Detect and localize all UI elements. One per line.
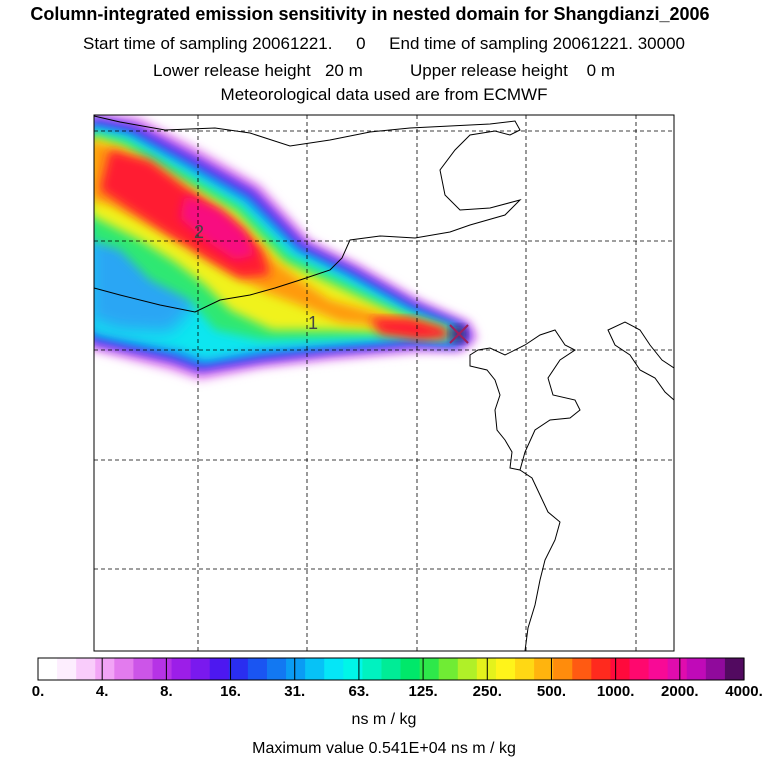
colorbar-tick-label: 31.	[284, 683, 306, 700]
colorbar-frame	[37, 657, 745, 681]
colorbar-swatch	[381, 658, 402, 680]
colorbar-tick-label: 250.	[472, 683, 502, 700]
colorbar-swatch	[724, 658, 745, 680]
colorbar-swatch	[324, 658, 344, 680]
plume-blue-patch	[94, 225, 200, 332]
colorbar-units: ns m / kg	[351, 711, 417, 728]
colorbar-swatch	[190, 658, 211, 680]
colorbar-swatch	[476, 658, 497, 680]
colorbar-swatch	[286, 658, 306, 680]
colorbar-swatch	[457, 658, 478, 680]
colorbar-tick-label: 0.	[31, 683, 45, 700]
coast-line-south	[519, 469, 561, 651]
release-site-x-marker	[449, 324, 469, 344]
colorbar-swatch	[553, 658, 573, 680]
coast-line-far-east	[607, 321, 674, 401]
colorbar-swatch	[38, 658, 58, 680]
colorbar-swatch	[515, 658, 535, 680]
plume-magenta	[180, 195, 255, 260]
release-heights: Lower release height 20 m Upper release …	[152, 61, 616, 80]
plume-age-label-1: 1	[308, 313, 318, 333]
colorbar-swatch	[495, 658, 516, 680]
colorbar-swatch	[305, 658, 325, 680]
colorbar-swatch	[705, 658, 726, 680]
colorbar-swatch	[95, 658, 115, 680]
colorbar-swatch	[266, 658, 287, 680]
colorbar-swatch	[629, 658, 650, 680]
colorbar-tick-label: 1000.	[596, 683, 635, 700]
colorbar	[37, 658, 745, 680]
sampling-times: Start time of sampling 20061221. 0 End t…	[83, 34, 685, 53]
colorbar-tick-label: 500.	[536, 683, 567, 700]
maximum-value: Maximum value 0.541E+04 ns m / kg	[252, 740, 516, 757]
meteo-source: Meteorological data used are from ECMWF	[220, 85, 548, 104]
colorbar-swatch	[686, 658, 707, 680]
colorbar-swatch	[247, 658, 268, 680]
colorbar-swatch	[419, 658, 440, 680]
plume-age-label-2: 2	[194, 222, 204, 242]
border-line-north	[94, 115, 522, 313]
map-frame	[93, 114, 675, 652]
colorbar-swatch	[572, 658, 592, 680]
colorbar-swatch	[133, 658, 154, 680]
colorbar-swatch	[610, 658, 631, 680]
colorbar-tick-label: 4000.	[725, 683, 763, 700]
lat-lon-grid	[94, 115, 674, 651]
colorbar-swatch	[362, 658, 383, 680]
colorbar-swatch	[152, 658, 173, 680]
colorbar-swatch	[534, 658, 554, 680]
plume-red-east	[370, 318, 450, 340]
colorbar-swatch	[114, 658, 134, 680]
colorbar-tick-label: 2000.	[661, 683, 699, 700]
colorbar-tick-label: 4.	[95, 683, 109, 700]
colorbar-swatch	[400, 658, 421, 680]
colorbar-swatch	[57, 658, 77, 680]
colorbar-swatch	[438, 658, 459, 680]
emission-plume	[94, 115, 478, 380]
colorbar-tick-label: 125.	[408, 683, 438, 700]
colorbar-swatch	[648, 658, 669, 680]
coast-line-east	[469, 329, 581, 471]
colorbar-tick-label: 16.	[220, 683, 241, 700]
colorbar-swatch	[591, 658, 612, 680]
colorbar-swatch	[76, 658, 96, 680]
colorbar-swatch	[209, 658, 230, 680]
colorbar-swatch	[228, 658, 249, 680]
coastlines	[94, 115, 674, 651]
colorbar-swatch	[171, 658, 192, 680]
plot-title: Column-integrated emission sensitivity i…	[30, 4, 710, 24]
colorbar-tick-label: 63.	[348, 683, 370, 700]
colorbar-swatch	[667, 658, 688, 680]
colorbar-tick-label: 8.	[160, 683, 173, 700]
colorbar-swatch	[343, 658, 363, 680]
